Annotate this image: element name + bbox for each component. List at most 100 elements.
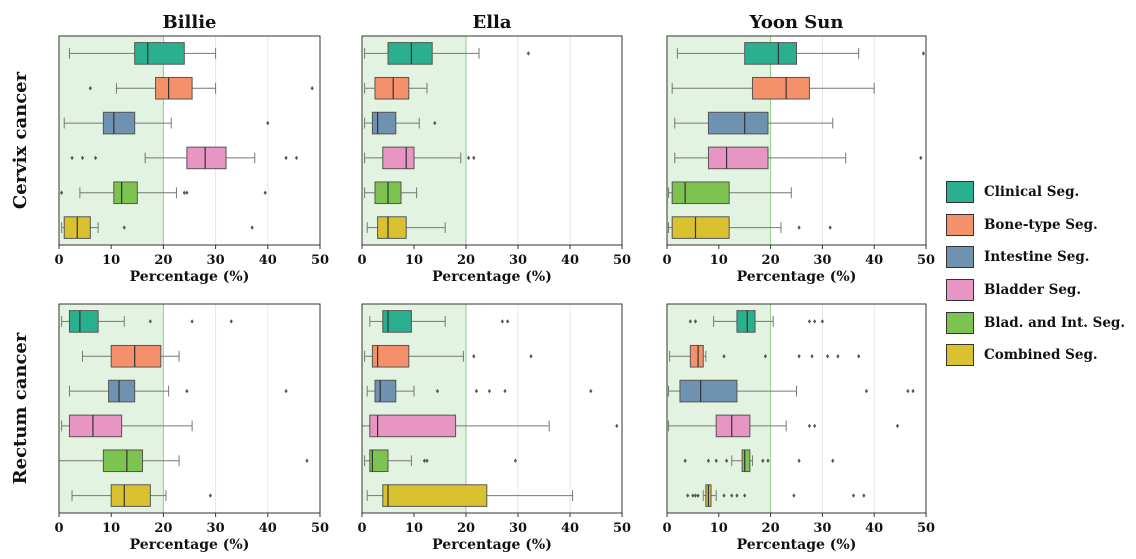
outlier-point [615, 423, 619, 429]
box-intestine-seg [674, 111, 834, 135]
x-tick-label: 0 [357, 521, 366, 536]
box-clinical-seg [68, 42, 217, 65]
legend: Clinical Seg. Bone-type Seg. Intestine S… [946, 176, 1132, 372]
box-iqr [707, 111, 769, 135]
box-iqr [751, 76, 810, 100]
column-title-billie: Billie [162, 12, 216, 33]
outlier-point [761, 458, 765, 463]
box-iqr [377, 216, 407, 239]
box-iqr [371, 111, 397, 135]
threshold-band [59, 36, 164, 245]
column-title-yoon-sun: Yoon Sun [749, 12, 844, 33]
outlier-point [919, 155, 923, 161]
panel-cervix-cancer-yoon-sun: 0 10 20 30 40 50 Percentage (%) [662, 35, 935, 285]
x-tick-label: 20 [762, 521, 780, 536]
outlier-point [425, 458, 429, 463]
outlier-point [921, 51, 926, 56]
outlier-point [766, 458, 770, 463]
outlier-point [691, 493, 695, 498]
box-iqr [110, 344, 162, 368]
outlier-point [820, 319, 824, 324]
x-axis-label: Percentage (%) [130, 269, 250, 285]
box-clinical-seg [61, 310, 233, 333]
box-iqr [134, 42, 185, 65]
threshold-band [362, 36, 466, 245]
outlier-point [433, 120, 437, 126]
x-tick-label: 50 [917, 253, 935, 268]
box-iqr [108, 379, 136, 403]
outlier-point [810, 354, 814, 359]
outlier-point [589, 388, 593, 394]
x-tick-label: 30 [813, 253, 831, 268]
outlier-point [284, 388, 288, 394]
box-blad-and-int-seg [364, 449, 517, 473]
legend-label-combined: Combined Seg. [984, 347, 1098, 364]
box-iqr [102, 449, 144, 473]
outlier-point [722, 493, 726, 498]
legend-swatch-blad-int [946, 311, 974, 334]
outlier-point [906, 388, 910, 394]
x-tick-label: 0 [662, 521, 671, 536]
legend-item-bone-type: Bone-type Seg. [946, 209, 1132, 242]
panel-rectum-cancer-ella: 0 10 20 30 40 50 Percentage (%) [357, 303, 631, 553]
box-bone-type-seg [88, 76, 314, 100]
box-iqr [689, 344, 704, 368]
outlier-point [526, 51, 530, 56]
x-tick-label: 30 [509, 521, 527, 536]
legend-label-blad-int: Blad. and Int. Seg. [984, 314, 1126, 331]
panel-rectum-cancer-yoon-sun: 0 10 20 30 40 50 Percentage (%) [662, 303, 935, 553]
x-tick-label: 50 [311, 521, 329, 536]
outlier-point [714, 458, 718, 463]
panel-cervix-cancer-billie: 0 10 20 30 40 50 Percentage (%) [54, 35, 329, 285]
outlier-point [828, 225, 832, 230]
panel-frame [666, 303, 927, 514]
box-clinical-seg [369, 310, 510, 333]
x-tick-label: 0 [357, 253, 366, 268]
x-tick-label: 20 [457, 253, 475, 268]
outlier-point [467, 155, 471, 161]
legend-label-clinical: Clinical Seg. [984, 184, 1080, 201]
box-combined-seg [366, 484, 574, 507]
outlier-point [792, 493, 796, 498]
threshold-band [667, 36, 771, 245]
outlier-point [122, 225, 126, 230]
outlier-point [250, 225, 254, 230]
outlier-point [706, 458, 711, 463]
outlier-point [813, 423, 817, 429]
panel-frame [361, 303, 623, 514]
legend-item-blad-int: Blad. and Int. Seg. [946, 306, 1132, 339]
x-tick-label: 20 [154, 253, 172, 268]
x-tick-label: 10 [710, 253, 728, 268]
legend-label-bladder: Bladder Seg. [984, 282, 1082, 299]
box-iqr [68, 310, 99, 333]
box-combined-seg [61, 216, 254, 239]
box-iqr [155, 76, 193, 100]
x-tick-label: 50 [311, 253, 329, 268]
x-tick-label: 40 [865, 253, 883, 268]
x-axis-label: Percentage (%) [130, 537, 250, 553]
box-intestine-seg [364, 111, 437, 135]
x-tick-label: 30 [813, 521, 831, 536]
x-tick-label: 30 [207, 521, 225, 536]
outlier-point [310, 86, 314, 91]
outlier-point [807, 423, 812, 429]
outlier-point [513, 458, 517, 463]
box-iqr [113, 181, 138, 205]
row-title-cervix-cancer: Cervix cancer [10, 71, 31, 209]
legend-swatch-combined [946, 344, 974, 367]
outlier-point [472, 155, 476, 161]
outlier-point [797, 354, 801, 359]
x-tick-label: 20 [154, 521, 172, 536]
box-clinical-seg [676, 42, 926, 65]
outlier-point [185, 388, 189, 394]
outlier-point [911, 388, 915, 394]
panel-frame [58, 35, 321, 246]
panel-frame [361, 35, 623, 246]
x-axis-label: Percentage (%) [432, 537, 552, 553]
x-axis-label: Percentage (%) [737, 269, 857, 285]
outlier-point [693, 319, 698, 324]
x-tick-label: 10 [102, 253, 120, 268]
outlier-point [506, 319, 510, 324]
column-title-ella: Ella [472, 12, 511, 33]
x-tick-label: 40 [561, 521, 579, 536]
